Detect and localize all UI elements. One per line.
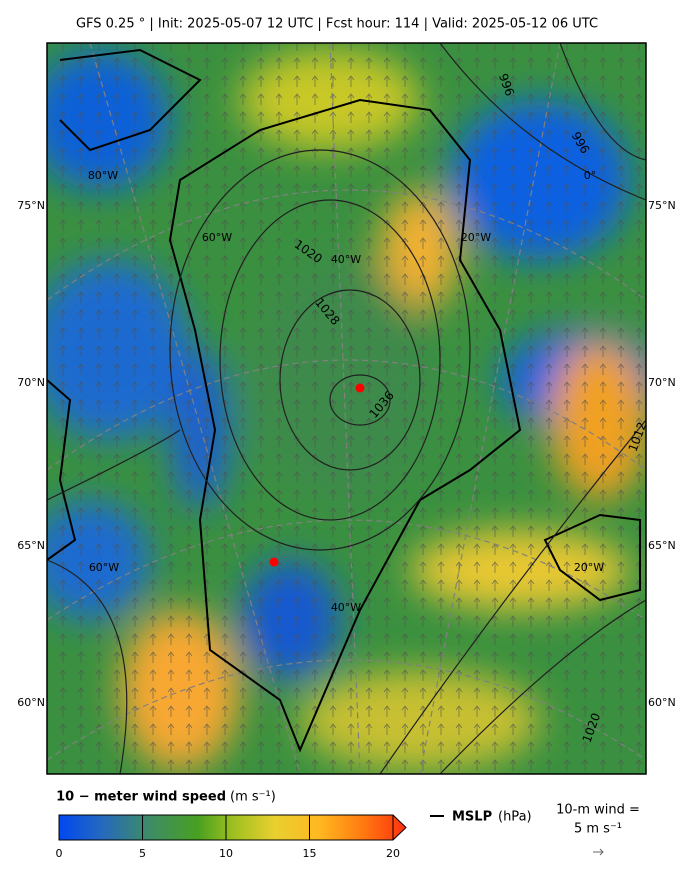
colorbar-title: 10 − meter wind speed [56, 790, 226, 805]
lat-label: 60°N [17, 696, 45, 709]
colorbar-tick-label: 0 [56, 847, 63, 860]
lon-label: 20°W [461, 231, 491, 244]
lat-label: 75°N [648, 199, 676, 212]
colorbar [58, 814, 407, 841]
lon-label: 20°W [574, 561, 604, 574]
colorbar-tick-label: 15 [303, 847, 317, 860]
wind-key-value: 5 m s⁻¹ [574, 822, 622, 837]
map-field [47, 43, 646, 774]
wind-key-title: 10-m wind = [556, 803, 640, 818]
lat-label: 60°N [648, 696, 676, 709]
lon-label: 0° [584, 169, 597, 182]
colorbar-tick-label: 5 [139, 847, 146, 860]
map-frame [46, 42, 647, 775]
lon-label: 60°W [89, 561, 119, 574]
lat-label: 70°N [648, 376, 676, 389]
mslp-unit: (hPa) [498, 810, 532, 825]
lat-label: 65°N [648, 539, 676, 552]
mslp-label: MSLP [452, 810, 492, 825]
wind-key-arrow [593, 848, 604, 856]
lat-label: 65°N [17, 539, 45, 552]
colorbar-unit: (m s⁻¹) [230, 790, 276, 805]
lon-label: 40°W [331, 601, 361, 614]
lon-label: 40°W [331, 253, 361, 266]
title: GFS 0.25 ° | Init: 2025-05-07 12 UTC | F… [76, 17, 598, 32]
lat-label: 70°N [17, 376, 45, 389]
lat-label: 75°N [17, 199, 45, 212]
lon-label: 80°W [88, 169, 118, 182]
colorbar-tick-label: 20 [386, 847, 400, 860]
lon-label: 60°W [202, 231, 232, 244]
colorbar-tick-label: 10 [219, 847, 233, 860]
